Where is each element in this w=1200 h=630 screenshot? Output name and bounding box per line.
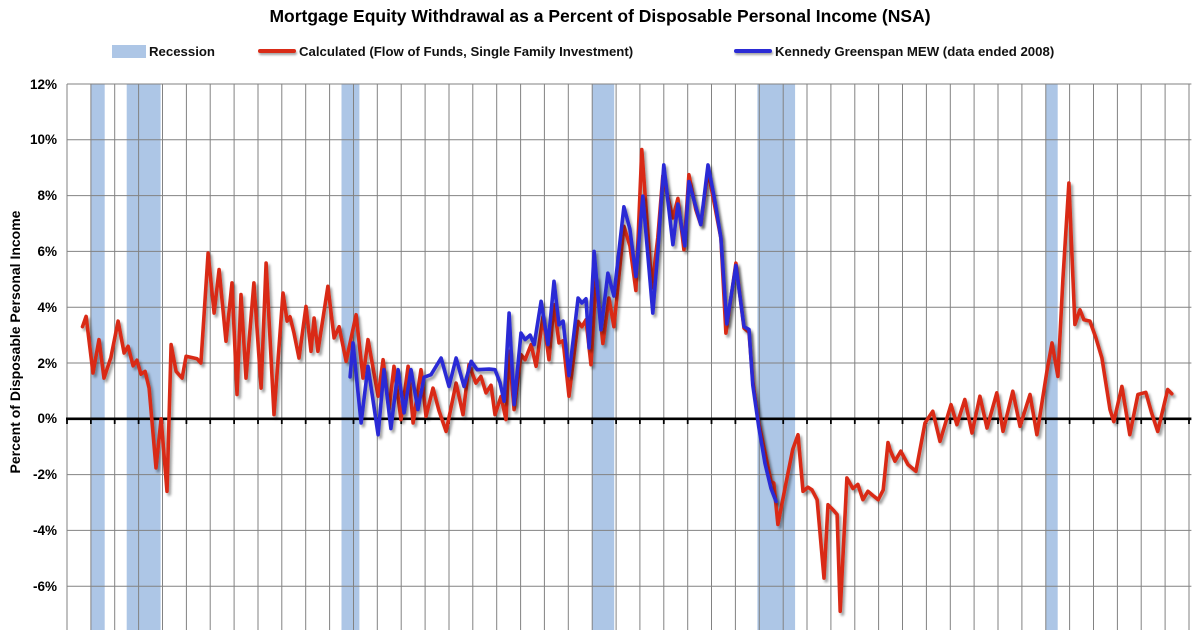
legend-label-recession: Recession — [149, 43, 215, 59]
recession-band-2020 — [1045, 84, 1058, 630]
recession-band-swatch — [112, 44, 146, 58]
chart-title: Mortgage Equity Withdrawal as a Percent … — [269, 6, 931, 26]
zero-axis — [66, 417, 1192, 424]
legend-item-kennedy: Kennedy Greenspan MEW (data ended 2008) — [734, 40, 1054, 62]
y-tick-label: 4% — [37, 299, 57, 315]
y-tick-label: -6% — [32, 578, 57, 594]
recession-band-2007-2009 — [757, 84, 796, 630]
series-lines — [80, 147, 1174, 614]
recession-band-2001 — [592, 84, 615, 630]
y-tick-label: 10% — [29, 132, 57, 148]
legend-label-calculated: Calculated (Flow of Funds, Single Family… — [299, 43, 634, 59]
y-tick-label: -2% — [32, 467, 57, 483]
legend-item-recession: Recession — [112, 40, 215, 62]
y-tick-label: 2% — [37, 355, 57, 371]
gridlines — [66, 83, 1192, 630]
legend-item-calculated: Calculated (Flow of Funds, Single Family… — [258, 40, 633, 62]
y-tick-label: 8% — [37, 188, 57, 204]
series-line — [348, 163, 778, 504]
legend: Recession Calculated (Flow of Funds, Sin… — [0, 40, 1200, 62]
recession-band-1980 — [90, 84, 105, 630]
y-tick-label: 12% — [29, 76, 57, 92]
y-tick-label: 6% — [37, 243, 57, 259]
legend-label-kennedy: Kennedy Greenspan MEW (data ended 2008) — [775, 43, 1055, 59]
kennedy-line-swatch — [734, 48, 772, 54]
y-tick-label: 0% — [37, 411, 57, 427]
y-tick-label: -4% — [32, 522, 57, 538]
calculated-line-swatch — [258, 48, 296, 54]
